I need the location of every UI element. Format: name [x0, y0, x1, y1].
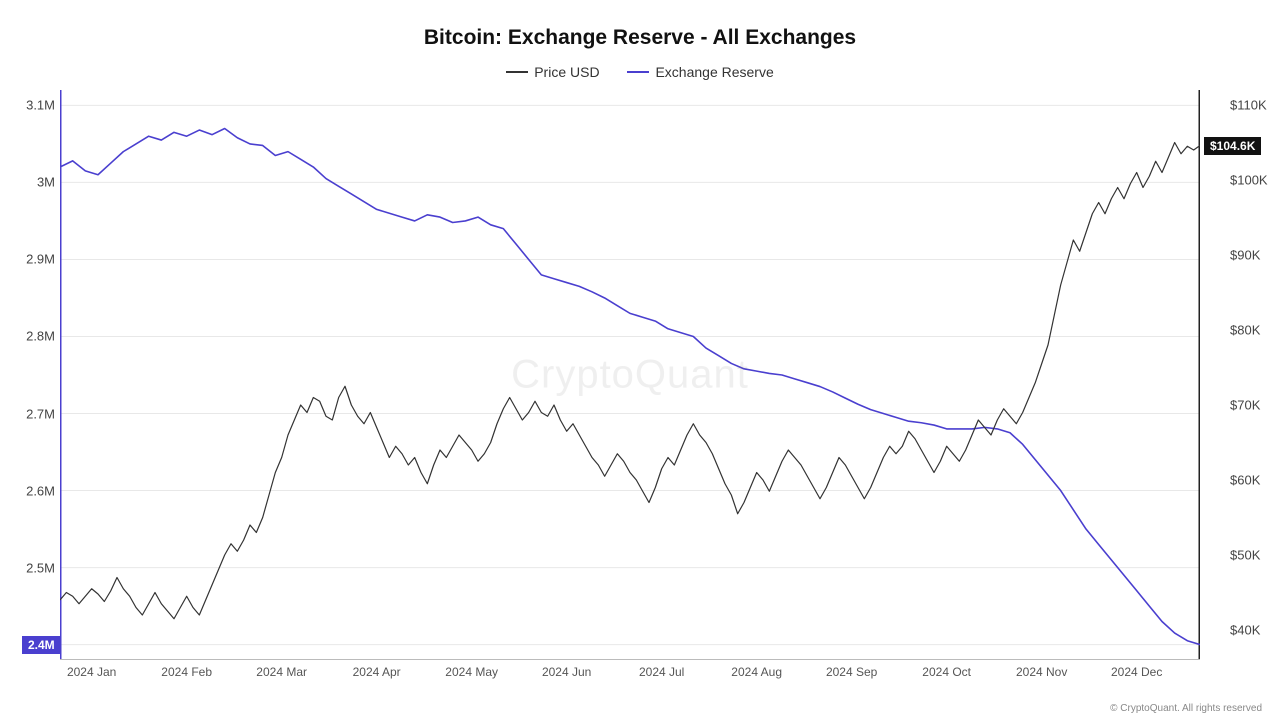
- x-tick: 2024 Oct: [922, 665, 971, 679]
- x-tick: 2024 Mar: [256, 665, 307, 679]
- x-tick: 2024 Nov: [1016, 665, 1067, 679]
- y-right-tick: $110K: [1230, 98, 1280, 113]
- x-tick: 2024 Jul: [639, 665, 684, 679]
- legend-label-reserve: Exchange Reserve: [655, 64, 773, 80]
- legend-label-price: Price USD: [534, 64, 599, 80]
- y-left-tick: 2.6M: [0, 483, 55, 498]
- y-right-tick: $40K: [1230, 623, 1280, 638]
- plot-area: CryptoQuant 2.4M $104.6K: [60, 90, 1200, 660]
- y-axis-right-labels: $110K $100K $90K $80K $70K $60K $50K $40K: [1220, 90, 1280, 660]
- y-left-tick: 3M: [0, 175, 55, 190]
- chart-title: Bitcoin: Exchange Reserve - All Exchange…: [0, 26, 1280, 50]
- legend-swatch-reserve: [627, 71, 649, 73]
- y-left-tick: 2.5M: [0, 560, 55, 575]
- legend-swatch-price: [506, 71, 528, 73]
- y-right-tick: $100K: [1230, 173, 1280, 188]
- x-tick: 2024 Sep: [826, 665, 877, 679]
- y-right-tick: $80K: [1230, 323, 1280, 338]
- y-axis-left-labels: 3.1M3M2.9M2.8M2.7M2.6M2.5M2.4M: [0, 90, 55, 660]
- chart-svg: [60, 90, 1200, 660]
- y-left-tick: 2.8M: [0, 329, 55, 344]
- current-value-badge-left: 2.4M: [22, 636, 61, 654]
- x-tick: 2024 Aug: [731, 665, 782, 679]
- y-left-tick: 2.9M: [0, 252, 55, 267]
- copyright-text: © CryptoQuant. All rights reserved: [1110, 703, 1262, 714]
- x-tick: 2024 May: [445, 665, 498, 679]
- x-tick: 2024 Apr: [353, 665, 401, 679]
- y-left-tick: 3.1M: [0, 98, 55, 113]
- y-right-tick: $60K: [1230, 473, 1280, 488]
- x-tick: 2024 Jan: [67, 665, 116, 679]
- chart-container: Bitcoin: Exchange Reserve - All Exchange…: [0, 0, 1280, 720]
- legend-item-price: Price USD: [506, 64, 599, 80]
- x-tick: 2024 Dec: [1111, 665, 1162, 679]
- y-left-tick: 2.7M: [0, 406, 55, 421]
- legend: Price USD Exchange Reserve: [0, 60, 1280, 80]
- y-right-tick: $50K: [1230, 548, 1280, 563]
- legend-item-reserve: Exchange Reserve: [627, 64, 773, 80]
- y-right-tick: $70K: [1230, 398, 1280, 413]
- current-value-badge-right: $104.6K: [1204, 137, 1261, 155]
- x-tick: 2024 Jun: [542, 665, 591, 679]
- y-right-tick: $90K: [1230, 248, 1280, 263]
- x-tick: 2024 Feb: [161, 665, 212, 679]
- x-axis-labels: 2024 Jan 2024 Feb 2024 Mar 2024 Apr 2024 May…: [60, 665, 1200, 685]
